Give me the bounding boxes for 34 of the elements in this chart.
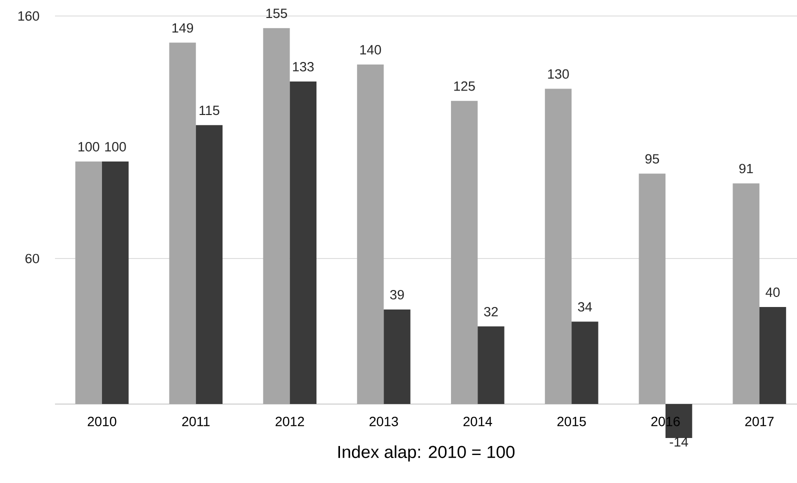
x-tick-label: 2012 xyxy=(276,416,304,426)
bar xyxy=(102,162,129,404)
data-label: 34 xyxy=(578,302,592,312)
bar xyxy=(572,322,598,404)
data-label: 140 xyxy=(360,45,382,54)
data-label: 133 xyxy=(293,62,314,72)
x-tick-label: 2013 xyxy=(370,416,398,426)
x-tick-label: 2017 xyxy=(745,416,774,426)
bar xyxy=(478,326,504,404)
data-label: -14 xyxy=(670,437,688,447)
y-tick-label: 160 xyxy=(18,11,40,21)
x-tick-label: 2015 xyxy=(557,416,586,426)
bar xyxy=(196,125,223,404)
data-label: 155 xyxy=(266,8,288,18)
bar xyxy=(759,307,786,404)
data-label: 149 xyxy=(172,23,194,33)
data-label: 100 xyxy=(78,142,100,152)
bar xyxy=(384,309,410,404)
data-label: 39 xyxy=(390,290,404,300)
data-label: 115 xyxy=(200,106,220,116)
data-label: 130 xyxy=(548,69,569,79)
x-axis-title: Index alap: 2010 = 100 xyxy=(338,445,515,462)
x-tick-label: 2010 xyxy=(88,416,116,426)
x-tick-label: 2014 xyxy=(463,416,492,426)
data-label: 125 xyxy=(454,81,475,91)
data-label: 91 xyxy=(739,164,753,174)
data-label: 100 xyxy=(105,142,126,152)
data-label: 95 xyxy=(645,154,660,164)
bar xyxy=(290,81,316,404)
data-label: 40 xyxy=(766,288,780,297)
y-tick-label: 60 xyxy=(25,254,40,264)
data-label: 32 xyxy=(484,306,498,316)
x-tick-label: 2016 xyxy=(651,416,680,426)
x-tick-label: 2011 xyxy=(182,416,210,426)
